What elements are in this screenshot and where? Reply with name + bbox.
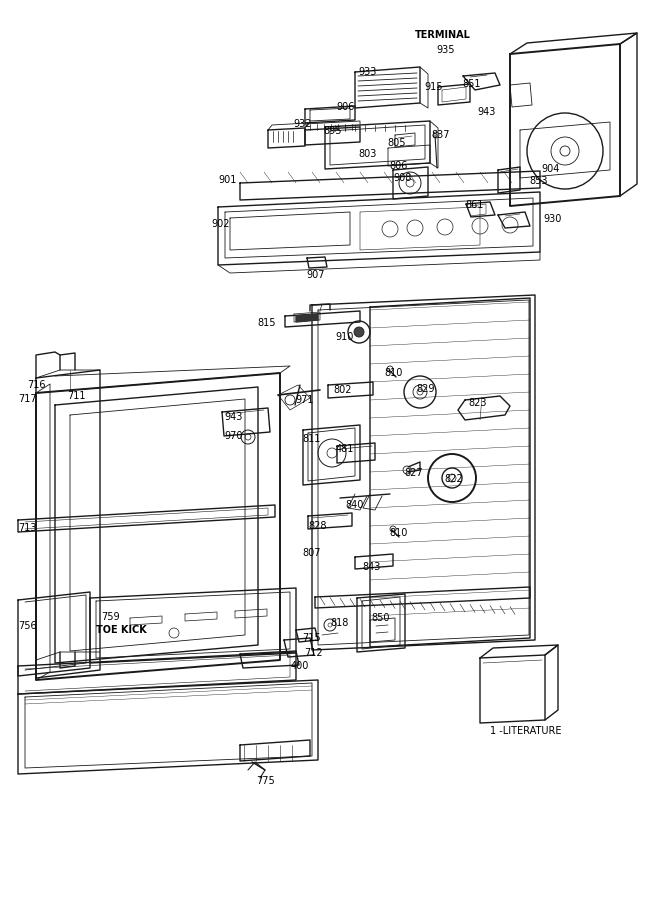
Text: 802: 802 — [333, 385, 351, 395]
Text: 775: 775 — [256, 776, 275, 786]
Circle shape — [560, 146, 570, 156]
Text: 759: 759 — [101, 612, 120, 622]
Circle shape — [448, 474, 456, 482]
Text: 970: 970 — [224, 431, 242, 441]
Text: 906: 906 — [336, 102, 355, 112]
Text: 805: 805 — [387, 138, 406, 148]
Text: TERMINAL: TERMINAL — [415, 30, 471, 40]
Text: 851: 851 — [462, 79, 481, 89]
Text: 850: 850 — [371, 613, 390, 623]
Text: 943: 943 — [224, 412, 242, 422]
Text: 971: 971 — [295, 395, 313, 405]
Circle shape — [387, 366, 393, 372]
Circle shape — [328, 623, 332, 627]
Text: 481: 481 — [336, 444, 355, 454]
Text: 811: 811 — [302, 434, 320, 444]
Text: 932: 932 — [293, 119, 311, 129]
Text: 933: 933 — [358, 67, 377, 77]
Text: 837: 837 — [431, 130, 450, 140]
Text: 840: 840 — [345, 500, 363, 510]
Text: 400: 400 — [291, 661, 309, 671]
Text: 711: 711 — [67, 391, 85, 401]
Text: 1 -LITERATURE: 1 -LITERATURE — [490, 726, 561, 736]
Text: 823: 823 — [468, 398, 486, 408]
Text: 910: 910 — [335, 332, 353, 342]
Text: 717: 717 — [18, 394, 37, 404]
Text: 943: 943 — [477, 107, 495, 117]
Text: 935: 935 — [436, 45, 455, 55]
Polygon shape — [296, 314, 318, 322]
Text: 915: 915 — [424, 82, 443, 92]
Text: 904: 904 — [541, 164, 559, 174]
Text: 829: 829 — [416, 384, 435, 394]
Text: 756: 756 — [18, 621, 37, 631]
Text: 827: 827 — [404, 468, 422, 478]
Text: 908: 908 — [393, 173, 412, 183]
Text: 895: 895 — [323, 126, 342, 136]
Text: 810: 810 — [389, 528, 408, 538]
Circle shape — [390, 526, 396, 532]
Text: 853: 853 — [529, 176, 548, 186]
Text: 901: 901 — [218, 175, 236, 185]
Text: 907: 907 — [306, 270, 324, 280]
Text: 806: 806 — [389, 161, 408, 171]
Text: 807: 807 — [302, 548, 320, 558]
Text: 822: 822 — [444, 474, 463, 484]
Text: 930: 930 — [543, 214, 561, 224]
Circle shape — [354, 327, 364, 337]
Text: 828: 828 — [308, 521, 326, 531]
Text: 810: 810 — [384, 368, 402, 378]
Text: 803: 803 — [358, 149, 377, 159]
Text: 843: 843 — [362, 562, 380, 572]
Text: 902: 902 — [211, 219, 229, 229]
Circle shape — [417, 389, 423, 395]
Text: 712: 712 — [304, 648, 322, 658]
Text: TOE KICK: TOE KICK — [96, 625, 147, 635]
Text: 861: 861 — [465, 200, 483, 210]
Text: 815: 815 — [257, 318, 275, 328]
Text: 818: 818 — [330, 618, 348, 628]
Text: 715: 715 — [302, 633, 320, 643]
Text: 713: 713 — [18, 523, 37, 533]
Text: 716: 716 — [27, 380, 45, 390]
